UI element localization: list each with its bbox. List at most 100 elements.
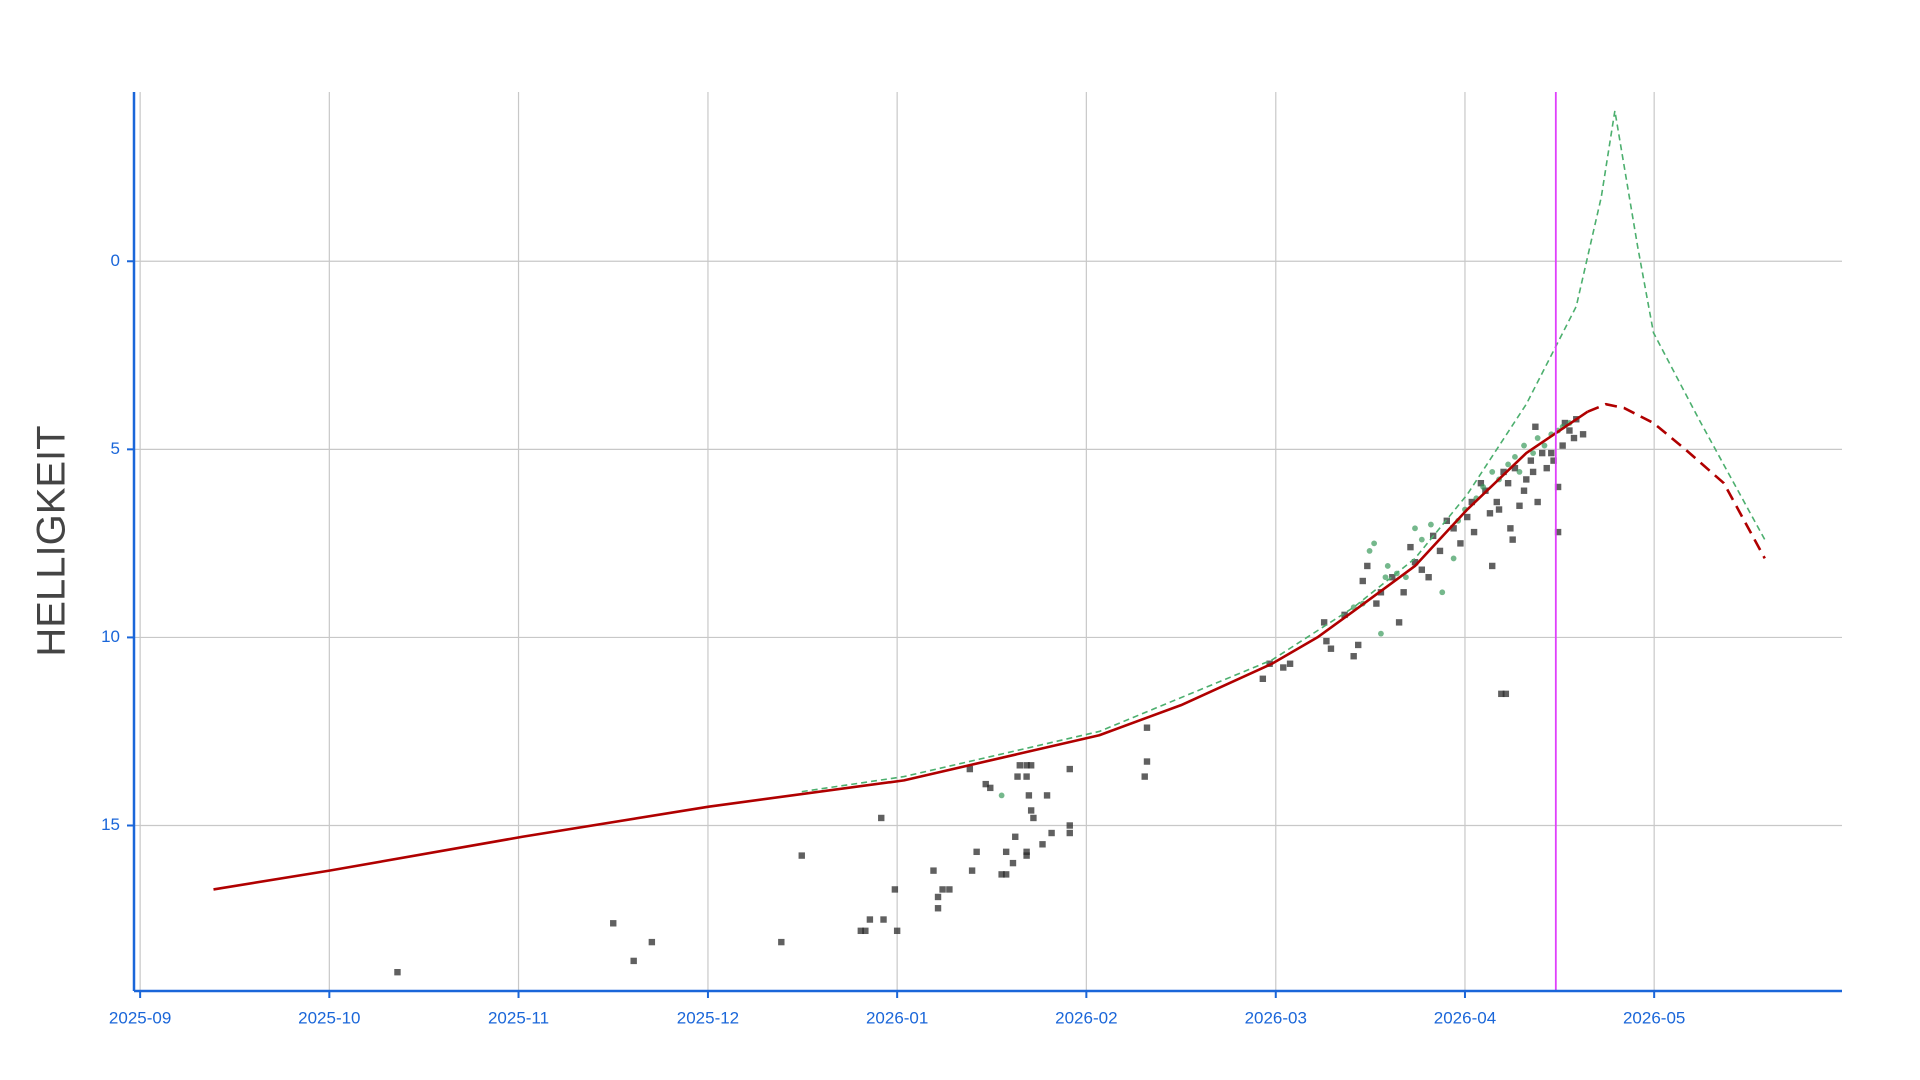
observation-dot [1378, 630, 1384, 637]
observation-dot [1516, 469, 1523, 475]
observation-square [1457, 540, 1464, 547]
observation-square [1323, 637, 1330, 645]
observation-square [1016, 762, 1023, 769]
observation-square [1554, 528, 1562, 536]
observation-dot [1371, 540, 1378, 547]
observation-square [987, 784, 994, 792]
observation-square [1023, 762, 1030, 769]
observation-square [1027, 807, 1035, 814]
observation-square [1411, 558, 1419, 566]
observation-square [893, 927, 901, 935]
observation-square [1450, 525, 1457, 532]
observation-square [891, 886, 899, 893]
observation-square [1527, 457, 1535, 464]
observation-square [939, 886, 946, 893]
observation-square [1520, 487, 1528, 494]
observation-square [1355, 641, 1362, 649]
observation-dot [1366, 548, 1373, 554]
observation-square [1529, 468, 1537, 476]
observation-square [1523, 476, 1530, 483]
y-axis-title: HELLIGKEIT [30, 425, 74, 656]
observation-square [1066, 765, 1073, 773]
observation-square [798, 852, 805, 859]
observation-square [1436, 547, 1444, 555]
observation-square [1025, 792, 1033, 799]
observation-square [1389, 574, 1396, 581]
observation-square [630, 957, 637, 965]
observation-square [1516, 502, 1523, 509]
observation-dot [1541, 442, 1548, 449]
observation-dot [1418, 536, 1425, 543]
observation-square [1048, 829, 1055, 837]
observation-square [973, 848, 980, 856]
observation-square [1327, 645, 1335, 652]
observation-square [1286, 660, 1294, 667]
observation-dot [1534, 435, 1541, 441]
observation-square [778, 938, 785, 946]
observation-dot [1450, 555, 1457, 562]
observation-square [1143, 724, 1151, 731]
observation-dot [1412, 525, 1418, 532]
observation-square [1570, 434, 1578, 442]
y-tick-label: 0 [111, 251, 120, 270]
observation-square [1023, 848, 1030, 856]
observation-square [966, 765, 974, 773]
observation-square [930, 867, 937, 874]
observation-dot [1505, 461, 1512, 468]
observation-square [1495, 506, 1503, 513]
observation-square [1532, 423, 1539, 430]
observation-square [1443, 517, 1450, 525]
observation-dot [1382, 574, 1389, 581]
observation-square [1259, 675, 1267, 682]
x-tick-label: 2025-09 [109, 1008, 171, 1027]
observation-dot [1530, 450, 1537, 457]
x-tick-label: 2025-10 [298, 1008, 360, 1027]
observation-square [1023, 773, 1030, 780]
observation-square [1280, 664, 1287, 671]
observation-square [1039, 841, 1046, 848]
x-tick-label: 2026-01 [866, 1008, 928, 1027]
observation-square [1043, 792, 1051, 799]
observation-square [1141, 773, 1148, 780]
observation-square [982, 780, 989, 788]
observation-square [1579, 431, 1587, 438]
observation-square [1002, 848, 1010, 856]
observation-square [610, 920, 617, 927]
observation-square [1418, 566, 1426, 573]
observation-dot [1403, 574, 1409, 581]
observation-square [1014, 773, 1021, 780]
y-tick-label: 5 [111, 439, 120, 458]
observation-square [394, 968, 401, 976]
observation-square [1493, 498, 1500, 506]
observation-square [934, 905, 942, 912]
observation-square [1559, 442, 1566, 449]
x-tick-label: 2026-04 [1434, 1008, 1496, 1027]
observation-square [1400, 589, 1407, 596]
observation-square [1498, 690, 1505, 698]
observation-square [1538, 449, 1546, 457]
observation-square [1489, 562, 1496, 570]
observation-square [1425, 574, 1432, 581]
observation-square [968, 867, 976, 874]
observation-square [1561, 419, 1569, 427]
x-tick-label: 2026-02 [1055, 1008, 1117, 1027]
observation-square [880, 916, 887, 923]
observation-square [1373, 600, 1380, 607]
observation-dot [1489, 469, 1496, 475]
observation-square [1477, 479, 1485, 487]
observation-square [1500, 468, 1507, 476]
observation-dot [1427, 521, 1434, 528]
observation-square [1534, 498, 1541, 506]
observation-square [1002, 871, 1010, 878]
observation-square [1066, 829, 1073, 837]
observation-square [1341, 611, 1348, 619]
observation-dot [1439, 589, 1446, 596]
x-tick-label: 2025-11 [488, 1008, 549, 1027]
observation-square [1464, 513, 1471, 521]
observation-square [1548, 449, 1555, 457]
observation-square [1012, 833, 1019, 840]
observation-square [866, 916, 874, 923]
observation-square [1566, 427, 1573, 434]
